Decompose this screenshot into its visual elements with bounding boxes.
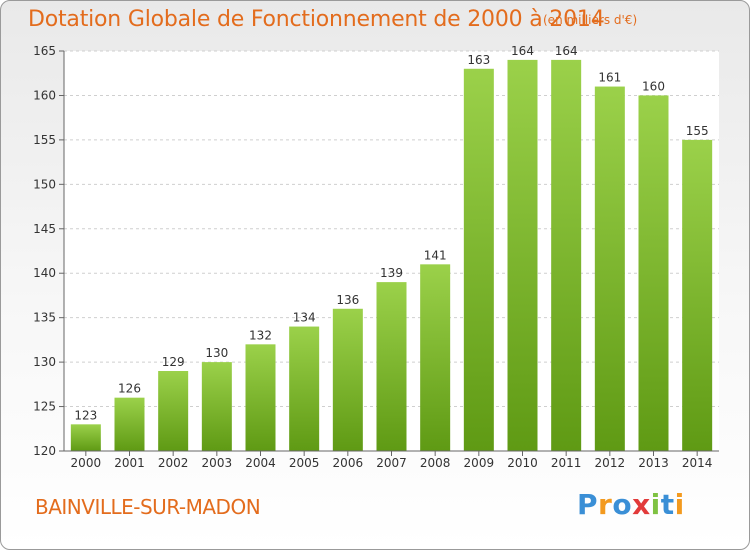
data-label: 130: [205, 346, 228, 360]
x-tick-label: 2008: [420, 456, 451, 470]
y-tick-label: 140: [33, 266, 56, 280]
bar: [332, 308, 363, 451]
x-tick-label: 2010: [507, 456, 538, 470]
bar: [201, 362, 232, 451]
y-tick-label: 160: [33, 88, 56, 102]
logo-letter: r: [598, 488, 613, 521]
logo-letter: x: [632, 488, 651, 521]
bar: [289, 326, 320, 451]
y-tick-label: 165: [33, 44, 56, 58]
data-label: 164: [511, 44, 534, 58]
bar: [245, 344, 276, 451]
data-label: 123: [74, 408, 97, 422]
bar: [594, 86, 625, 452]
bar: [376, 282, 407, 451]
place-name: BAINVILLE-SUR-MADON: [35, 495, 261, 519]
data-label: 155: [686, 124, 709, 138]
x-tick-label: 2005: [289, 456, 320, 470]
x-tick-label: 2007: [376, 456, 407, 470]
logo-letter: i: [650, 488, 661, 521]
x-tick-label: 2000: [71, 456, 102, 470]
x-tick-label: 2006: [333, 456, 364, 470]
bar: [551, 59, 582, 452]
bar: [420, 264, 451, 451]
y-tick-label: 150: [33, 177, 56, 191]
data-label: 136: [336, 293, 359, 307]
x-tick-label: 2001: [114, 456, 145, 470]
data-label: 160: [642, 79, 665, 93]
y-tick-label: 145: [33, 222, 56, 236]
logo-letter: i: [674, 488, 685, 521]
bar: [507, 59, 538, 452]
bar: [638, 95, 669, 451]
x-tick-label: 2012: [595, 456, 626, 470]
logo-letter: P: [577, 488, 599, 521]
y-tick-label: 130: [33, 355, 56, 369]
bar: [682, 139, 713, 451]
data-label: 132: [249, 328, 272, 342]
y-tick-label: 155: [33, 133, 56, 147]
data-label: 129: [162, 355, 185, 369]
chart-subtitle: (en milliers d'€): [543, 13, 638, 27]
data-label: 161: [598, 71, 621, 85]
data-label: 164: [555, 44, 578, 58]
x-tick-label: 2014: [682, 456, 713, 470]
x-tick-label: 2002: [158, 456, 189, 470]
data-label: 134: [293, 311, 316, 325]
y-tick-label: 120: [33, 444, 56, 458]
proxiti-logo[interactable]: Proxiti: [577, 488, 685, 521]
data-label: 126: [118, 382, 141, 396]
logo-letter: o: [612, 488, 633, 521]
chart-title: Dotation Globale de Fonctionnement de 20…: [28, 7, 605, 32]
x-tick-label: 2003: [202, 456, 233, 470]
bar: [114, 397, 145, 451]
data-label: 141: [424, 248, 447, 262]
data-label: 139: [380, 266, 403, 280]
x-tick-label: 2004: [245, 456, 276, 470]
bar: [158, 371, 189, 451]
logo-letter: t: [660, 488, 675, 521]
x-tick-label: 2009: [464, 456, 495, 470]
bar: [70, 424, 101, 451]
y-tick-label: 125: [33, 400, 56, 414]
y-tick-label: 135: [33, 311, 56, 325]
bar: [463, 68, 494, 452]
data-label: 163: [467, 53, 490, 67]
x-tick-label: 2013: [638, 456, 669, 470]
x-tick-label: 2011: [551, 456, 582, 470]
